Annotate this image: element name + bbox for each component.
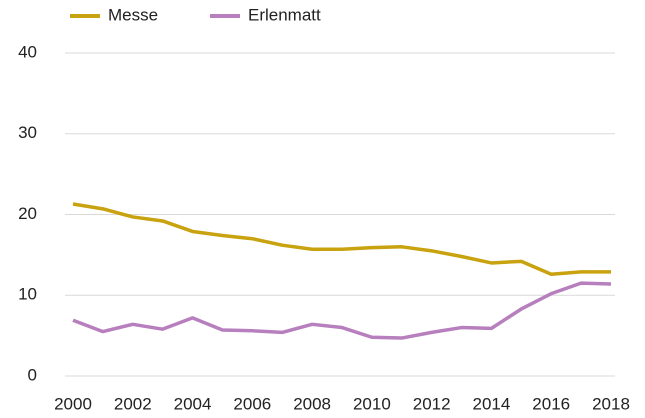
x-tick-label: 2002 (114, 394, 152, 413)
x-tick-label: 2004 (174, 394, 212, 413)
x-tick-label: 2014 (473, 394, 511, 413)
x-tick-label: 2000 (54, 394, 92, 413)
y-tick-label: 10 (18, 285, 37, 304)
series-line (72, 281, 612, 340)
x-tick-label: 2008 (293, 394, 331, 413)
x-tick-label: 2016 (532, 394, 570, 413)
x-tick-label: 2010 (353, 394, 391, 413)
x-tick-label: 2006 (233, 394, 271, 413)
x-tick-label: 2018 (592, 394, 630, 413)
y-tick-label: 30 (18, 123, 37, 142)
y-tick-label: 40 (18, 42, 37, 61)
legend-label: Erlenmatt (248, 5, 321, 24)
x-tick-label: 2012 (413, 394, 451, 413)
y-tick-label: 20 (18, 204, 37, 223)
y-tick-label: 0 (28, 365, 37, 384)
legend-label: Messe (108, 5, 158, 24)
series-line (72, 202, 611, 277)
